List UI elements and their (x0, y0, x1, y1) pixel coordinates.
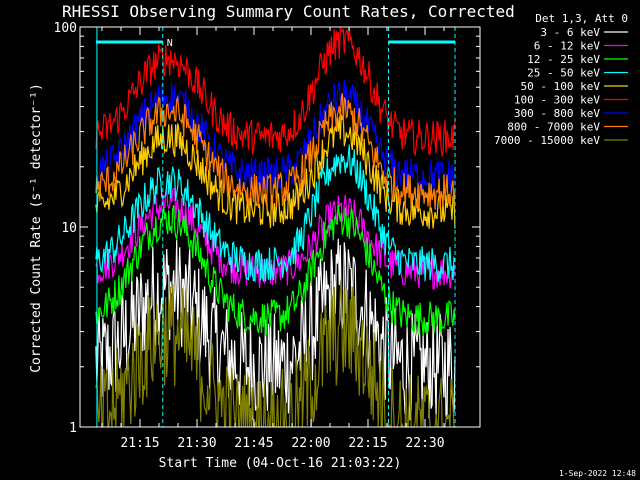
legend-label-7: 800 - 7000 keV (507, 121, 600, 134)
series-line-0 (95, 238, 456, 421)
saa-flag-label: N (167, 38, 173, 49)
legend-title: Det 1,3, Att 0 (535, 12, 628, 25)
y-tick-label-2: 100 (54, 21, 77, 36)
timestamp: 1-Sep-2022 12:48 (559, 469, 636, 478)
x-tick-label-3: 22:00 (291, 436, 330, 451)
legend-label-5: 100 - 300 keV (514, 94, 600, 107)
legend-label-0: 3 - 6 keV (540, 26, 600, 39)
legend-label-6: 300 - 800 keV (514, 107, 600, 120)
legend-label-2: 12 - 25 keV (527, 53, 600, 66)
series-line-5 (95, 26, 456, 158)
series-line-2 (95, 204, 456, 337)
plot-area: N (95, 26, 456, 429)
y-tick-label-1: 10 (61, 221, 77, 236)
x-tick-label-1: 21:30 (177, 436, 216, 451)
x-tick-label-4: 22:15 (348, 436, 387, 451)
y-tick-label-0: 1 (69, 421, 77, 436)
legend-label-1: 6 - 12 keV (534, 40, 601, 53)
axes: 21:15 21:30 21:45 22:00 22:15 22:30 1 10 100 (54, 21, 481, 451)
legend-label-8: 7000 - 15000 keV (494, 134, 600, 147)
series-line-7 (95, 92, 456, 210)
chart-title: RHESSI Observing Summary Count Rates, Co… (62, 2, 515, 21)
x-tick-label-0: 21:15 (120, 436, 159, 451)
x-tick-label-5: 22:30 (405, 436, 444, 451)
y-axis-label: Corrected Count Rate (s⁻¹ detector⁻¹) (29, 83, 44, 373)
legend-label-3: 25 - 50 keV (527, 67, 600, 80)
x-axis-label: Start Time (04-Oct-16 21:03:22) (159, 456, 402, 471)
legend-label-4: 50 - 100 keV (521, 80, 601, 93)
series-line-3 (95, 144, 456, 282)
x-tick-label-2: 21:45 (234, 436, 273, 451)
